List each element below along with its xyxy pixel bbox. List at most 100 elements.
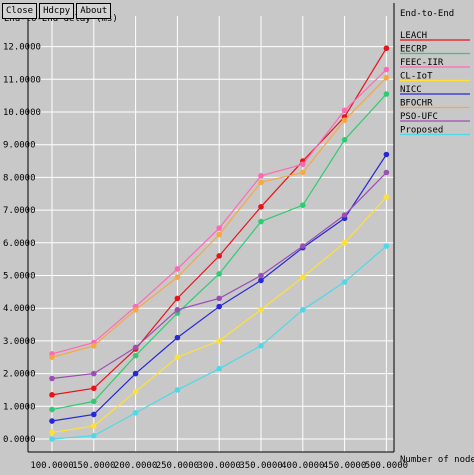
data-point-pso-ufc: [91, 370, 97, 377]
x-tick-label: 150.0000: [72, 461, 115, 471]
data-point-eecrp: [300, 202, 306, 208]
plot-area: [28, 16, 394, 452]
data-point-bfochr: [300, 169, 306, 176]
data-point-feec-iir: [341, 107, 348, 114]
data-point-nicc: [258, 277, 264, 284]
data-point-cl-iot: [216, 338, 222, 344]
data-point-pso-ufc: [216, 295, 222, 302]
y-tick-label: 1.0000: [3, 402, 36, 412]
data-point-cl-iot: [49, 429, 55, 436]
data-point-nicc: [91, 411, 97, 418]
data-point-proposed: [132, 410, 139, 416]
x-tick-label: 250.0000: [156, 461, 199, 471]
data-point-bfochr: [383, 74, 390, 81]
y-tick-label: 8.0000: [3, 173, 36, 183]
y-tick-label: 11.0000: [3, 75, 41, 85]
data-point-pso-ufc: [341, 212, 348, 218]
x-tick-label: 350.0000: [239, 461, 282, 471]
x-tick-label: 450.0000: [323, 461, 366, 471]
data-point-eecrp: [132, 352, 139, 359]
legend-label: BFOCHR: [400, 99, 433, 109]
data-point-cl-iot: [91, 423, 97, 429]
x-axis-label: Number of nodes: [400, 455, 474, 465]
tick-labels: 0.0000 1.0000 2.0000 3.0000 4.0000 5.0000 6.00…: [3, 43, 408, 471]
legend: End-to-End LEACH EECRP FEEC-IIR CL-IoT NICC BF…: [400, 9, 470, 136]
data-point-pso-ufc: [49, 375, 55, 382]
data-point-proposed: [258, 343, 264, 349]
legend-label: LEACH: [400, 31, 427, 41]
y-tick-label: 0.0000: [3, 435, 36, 445]
data-point-feec-iir: [216, 225, 222, 231]
data-point-proposed: [91, 432, 97, 439]
data-point-cl-iot: [383, 194, 390, 200]
data-point-eecrp: [258, 218, 264, 225]
data-point-leach: [258, 204, 264, 210]
data-point-proposed: [49, 436, 55, 442]
data-point-bfochr: [341, 117, 348, 123]
y-tick-label: 2.0000: [3, 370, 36, 380]
y-tick-label: 12.0000: [3, 43, 41, 53]
data-point-proposed: [341, 279, 348, 285]
hdcpy-button[interactable]: Hdcpy: [39, 3, 75, 19]
data-point-pso-ufc: [258, 272, 264, 279]
legend-label: NICC: [400, 85, 422, 95]
y-tick-label: 3.0000: [3, 337, 36, 347]
y-tick-label: 7.0000: [3, 206, 36, 216]
data-point-leach: [49, 392, 55, 398]
data-point-pso-ufc: [174, 307, 181, 313]
close-button[interactable]: Close: [2, 3, 38, 19]
data-point-bfochr: [132, 307, 139, 313]
data-point-bfochr: [91, 343, 97, 349]
legend-label: EECRP: [400, 45, 428, 55]
data-point-eecrp: [216, 271, 222, 277]
data-point-eecrp: [91, 398, 97, 405]
data-point-cl-iot: [341, 240, 348, 246]
data-point-eecrp: [341, 136, 348, 143]
data-point-bfochr: [216, 231, 222, 238]
y-axis-label: End-to-End delay (ms): [4, 14, 118, 24]
data-point-cl-iot: [300, 274, 306, 280]
data-point-pso-ufc: [132, 344, 139, 351]
data-point-leach: [91, 385, 97, 392]
data-point-feec-iir: [383, 66, 390, 73]
data-point-feec-iir: [300, 161, 306, 168]
legend-label: PSO-UFC: [400, 112, 438, 122]
data-point-pso-ufc: [300, 243, 306, 249]
data-point-pso-ufc: [383, 169, 390, 176]
data-point-bfochr: [258, 179, 264, 186]
data-point-bfochr: [174, 274, 181, 280]
data-point-nicc: [132, 370, 139, 377]
data-point-proposed: [174, 387, 181, 393]
y-tick-label: 9.0000: [3, 141, 36, 151]
data-point-eecrp: [49, 406, 55, 413]
about-button[interactable]: About: [76, 3, 112, 19]
data-point-proposed: [300, 307, 306, 313]
legend-label: CL-IoT: [400, 72, 433, 82]
axes: [27, 3, 395, 453]
data-point-leach: [383, 45, 390, 52]
series-group: [49, 45, 390, 442]
data-point-proposed: [383, 243, 390, 249]
x-tick-label: 500.0000: [365, 461, 408, 471]
legend-title: End-to-End: [400, 9, 454, 19]
x-tick-label: 400.0000: [281, 461, 324, 471]
y-tick-label: 10.0000: [3, 108, 41, 118]
x-tick-label: 100.0000: [30, 461, 73, 471]
y-tick-label: 4.0000: [3, 304, 36, 314]
data-point-leach: [174, 295, 181, 302]
data-point-leach: [216, 253, 222, 259]
x-tick-label: 200.0000: [114, 461, 157, 471]
y-tick-label: 6.0000: [3, 239, 36, 249]
legend-label: Proposed: [400, 126, 443, 136]
toolbar: Close Hdcpy About: [2, 3, 112, 19]
data-point-eecrp: [383, 91, 390, 97]
data-point-nicc: [49, 418, 55, 424]
legend-label: FEEC-IIR: [400, 58, 444, 68]
data-point-cl-iot: [174, 354, 181, 361]
data-point-proposed: [216, 365, 222, 372]
data-point-feec-iir: [258, 172, 264, 179]
data-point-nicc: [383, 151, 390, 158]
data-point-cl-iot: [132, 388, 139, 395]
data-point-feec-iir: [174, 266, 181, 272]
